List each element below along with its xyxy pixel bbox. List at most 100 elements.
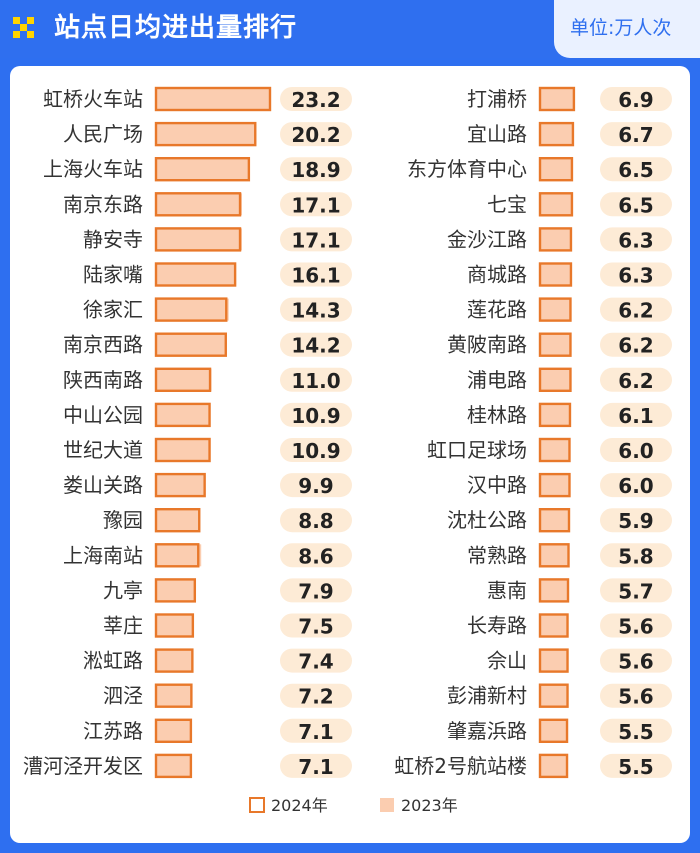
value-pill xyxy=(280,402,352,427)
station-label: 上海火车站 xyxy=(43,157,143,181)
bar-2023 xyxy=(540,509,569,532)
station-label: 陆家嘴 xyxy=(83,263,143,287)
station-label: 淞虹路 xyxy=(83,649,143,673)
bar-2024 xyxy=(154,297,228,322)
data-label: 5.6 xyxy=(618,685,653,709)
data-label: 6.2 xyxy=(618,299,653,323)
bar-2024 xyxy=(154,718,193,743)
value-pill xyxy=(280,227,352,252)
value-pill xyxy=(600,402,672,427)
bar-2024 xyxy=(154,472,206,498)
data-label: 5.8 xyxy=(618,544,653,568)
data-label: 6.7 xyxy=(618,123,653,147)
bar-2024 xyxy=(538,508,571,533)
value-pill xyxy=(280,157,352,182)
data-label: 7.1 xyxy=(298,755,333,779)
value-pill xyxy=(600,122,672,147)
bar-2023 xyxy=(540,754,568,777)
data-label: 8.6 xyxy=(298,544,333,568)
data-label: 23.2 xyxy=(291,88,340,112)
data-label: 6.9 xyxy=(618,88,653,112)
value-pill xyxy=(600,192,672,217)
station-label: 汉中路 xyxy=(467,473,527,497)
bar-2023 xyxy=(156,333,226,356)
value-pill xyxy=(600,367,672,392)
bar-2024 xyxy=(538,437,571,463)
bar-2024 xyxy=(154,262,237,287)
bar-2024 xyxy=(538,718,569,743)
data-label: 6.3 xyxy=(618,264,653,288)
bar-2023 xyxy=(540,614,568,637)
bar-2023 xyxy=(156,88,270,110)
data-label: 5.6 xyxy=(618,650,653,674)
bar-2024 xyxy=(154,227,242,252)
station-label: 七宝 xyxy=(487,192,527,216)
value-pill xyxy=(280,613,352,638)
data-label: 10.9 xyxy=(291,404,340,428)
value-pill xyxy=(600,648,672,673)
bar-2023 xyxy=(156,509,200,532)
data-label: 6.2 xyxy=(618,369,653,393)
bar-2023 xyxy=(156,439,210,461)
station-label: 南京东路 xyxy=(63,192,143,216)
legend-label-2023: 2023年 xyxy=(401,796,458,815)
bar-2023 xyxy=(540,333,571,356)
value-pill xyxy=(280,262,352,287)
data-label: 6.1 xyxy=(618,404,653,428)
bar-2023 xyxy=(156,263,237,286)
bar-2023 xyxy=(540,649,568,672)
station-label: 徐家汇 xyxy=(83,298,143,322)
station-label: 人民广场 xyxy=(63,122,143,146)
value-pill xyxy=(600,297,672,322)
data-label: 5.7 xyxy=(618,579,653,603)
checker-logo-icon xyxy=(13,17,37,41)
data-label: 17.1 xyxy=(291,193,340,217)
bar-2023 xyxy=(156,368,212,391)
value-pill xyxy=(600,438,672,462)
value-pill xyxy=(280,753,352,778)
bar-2024 xyxy=(154,613,195,638)
data-label: 7.5 xyxy=(298,615,333,639)
value-pill xyxy=(280,297,352,322)
bar-2024 xyxy=(154,156,251,182)
bar-2024 xyxy=(538,297,572,322)
bar-2024 xyxy=(154,367,212,392)
bar-2023 xyxy=(156,579,195,602)
bar-2023 xyxy=(540,368,571,391)
value-pill xyxy=(280,473,352,498)
bar-2023 xyxy=(156,649,193,672)
station-label: 莘庄 xyxy=(103,614,143,638)
data-label: 20.2 xyxy=(291,123,340,147)
station-label: 东方体育中心 xyxy=(407,157,527,181)
data-label: 6.5 xyxy=(618,193,653,217)
bar-2023 xyxy=(156,228,242,251)
station-label: 商城路 xyxy=(467,263,527,287)
value-pill xyxy=(280,367,352,392)
legend-swatch-2024 xyxy=(249,797,265,813)
value-pill xyxy=(280,718,352,743)
bar-2023 xyxy=(540,298,571,321)
value-pill xyxy=(600,262,672,287)
station-label: 上海南站 xyxy=(63,543,143,567)
bar-2024 xyxy=(538,192,574,217)
bar-2023 xyxy=(540,88,574,110)
bar-2023 xyxy=(156,754,191,777)
bar-2024 xyxy=(538,332,572,357)
bar-2023 xyxy=(540,474,570,497)
data-label: 5.5 xyxy=(618,720,653,744)
bar-2023 xyxy=(156,123,256,146)
data-label: 7.4 xyxy=(298,650,333,674)
value-pill xyxy=(280,578,352,603)
bar-2023 xyxy=(156,614,193,637)
legend-label-2024: 2024年 xyxy=(271,796,328,815)
station-label: 虹桥2号航站楼 xyxy=(394,754,527,778)
bar-2024 xyxy=(538,402,572,428)
bar-2024 xyxy=(538,472,571,498)
value-pill xyxy=(280,648,352,673)
data-label: 7.1 xyxy=(298,720,333,744)
bar-2024 xyxy=(154,683,193,708)
unit-tab: 单位:万人次 xyxy=(554,0,700,58)
station-label: 莲花路 xyxy=(467,298,527,322)
bar-2023 xyxy=(156,403,210,426)
bar-2023 xyxy=(540,403,570,426)
